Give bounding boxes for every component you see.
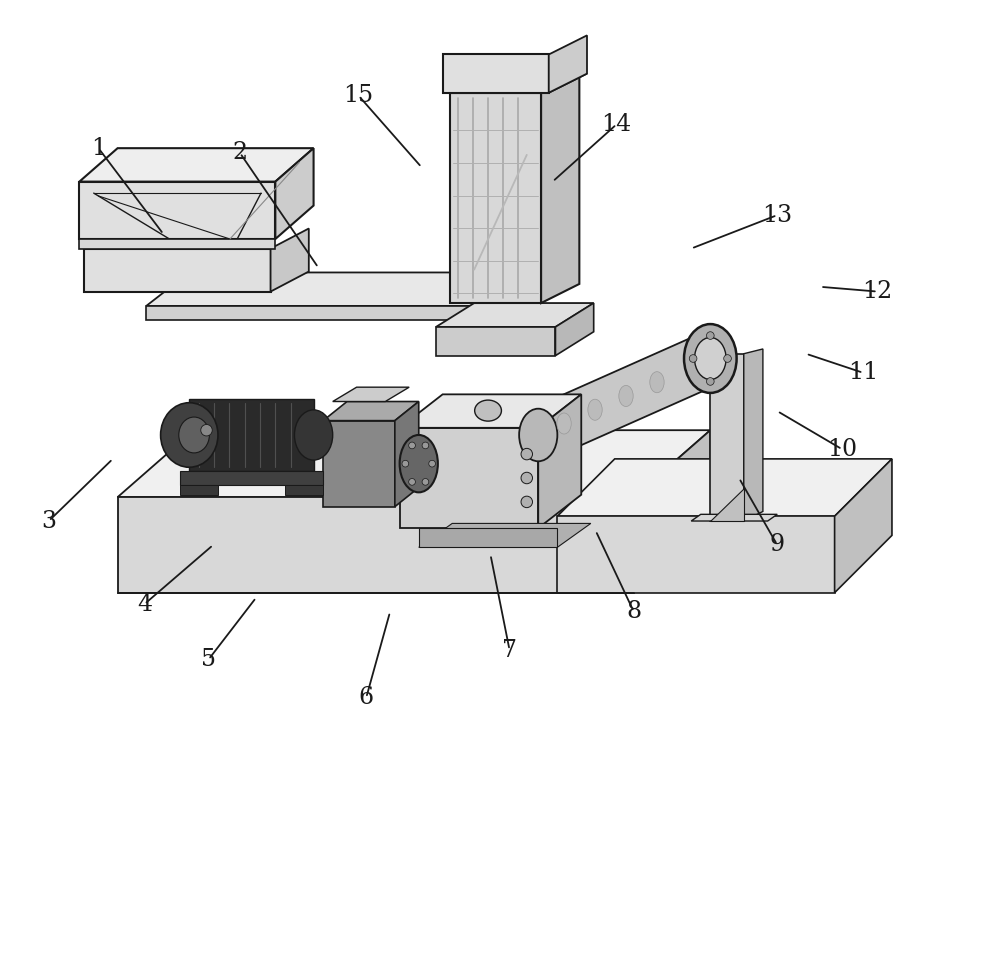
Polygon shape [541, 74, 579, 303]
Ellipse shape [409, 479, 415, 486]
Text: 3: 3 [41, 510, 56, 532]
Polygon shape [419, 528, 557, 547]
Text: 5: 5 [201, 648, 216, 671]
Polygon shape [118, 430, 710, 497]
Polygon shape [419, 524, 591, 547]
Polygon shape [189, 400, 314, 470]
Ellipse shape [521, 472, 533, 484]
Text: 1: 1 [91, 137, 106, 160]
Polygon shape [180, 470, 323, 486]
Polygon shape [395, 402, 419, 507]
Text: 4: 4 [137, 593, 152, 616]
Text: 13: 13 [762, 204, 792, 227]
Polygon shape [744, 349, 763, 521]
Polygon shape [400, 395, 581, 428]
Text: 14: 14 [602, 113, 632, 136]
Ellipse shape [650, 372, 664, 393]
Text: 6: 6 [359, 686, 374, 709]
Ellipse shape [724, 355, 731, 362]
Ellipse shape [402, 461, 409, 467]
Polygon shape [549, 35, 587, 93]
Polygon shape [146, 306, 529, 320]
Ellipse shape [557, 413, 571, 434]
Ellipse shape [521, 496, 533, 508]
Polygon shape [691, 514, 777, 521]
Polygon shape [79, 148, 314, 182]
Ellipse shape [588, 400, 602, 421]
Text: 8: 8 [626, 600, 641, 623]
Ellipse shape [422, 442, 429, 448]
Ellipse shape [429, 461, 435, 467]
Polygon shape [557, 459, 892, 516]
Polygon shape [557, 516, 835, 593]
Polygon shape [710, 488, 744, 521]
Ellipse shape [521, 448, 533, 460]
Ellipse shape [695, 337, 726, 380]
Ellipse shape [400, 435, 438, 492]
Polygon shape [450, 93, 541, 303]
Polygon shape [79, 239, 275, 249]
Polygon shape [710, 354, 744, 521]
Text: 11: 11 [848, 361, 878, 384]
Polygon shape [634, 430, 710, 593]
Polygon shape [443, 54, 549, 93]
Ellipse shape [519, 409, 557, 462]
Polygon shape [271, 228, 309, 292]
Ellipse shape [475, 401, 501, 421]
Polygon shape [285, 486, 323, 495]
Ellipse shape [294, 410, 333, 460]
Polygon shape [527, 334, 721, 460]
Ellipse shape [706, 332, 714, 339]
Ellipse shape [409, 442, 415, 448]
Polygon shape [436, 327, 555, 356]
Polygon shape [450, 74, 579, 93]
Polygon shape [400, 428, 538, 528]
Polygon shape [180, 486, 218, 495]
Polygon shape [146, 272, 572, 306]
Polygon shape [835, 459, 892, 593]
Ellipse shape [689, 355, 697, 362]
Text: 2: 2 [232, 141, 248, 164]
Polygon shape [555, 303, 594, 356]
Polygon shape [443, 74, 587, 93]
Polygon shape [436, 303, 594, 327]
Polygon shape [538, 395, 581, 528]
Polygon shape [118, 497, 634, 593]
Text: 9: 9 [770, 533, 785, 556]
Text: 15: 15 [343, 84, 374, 107]
Ellipse shape [684, 324, 737, 393]
Ellipse shape [706, 378, 714, 385]
Ellipse shape [179, 417, 209, 453]
Polygon shape [79, 182, 275, 239]
Ellipse shape [201, 424, 212, 436]
Text: 7: 7 [502, 639, 517, 662]
Polygon shape [333, 387, 409, 402]
Polygon shape [323, 402, 419, 421]
Ellipse shape [619, 385, 633, 406]
Text: 10: 10 [827, 438, 857, 461]
Polygon shape [275, 148, 314, 239]
Ellipse shape [161, 402, 218, 467]
Text: 12: 12 [862, 280, 893, 303]
Polygon shape [84, 249, 271, 292]
Polygon shape [323, 421, 395, 507]
Ellipse shape [422, 479, 429, 486]
